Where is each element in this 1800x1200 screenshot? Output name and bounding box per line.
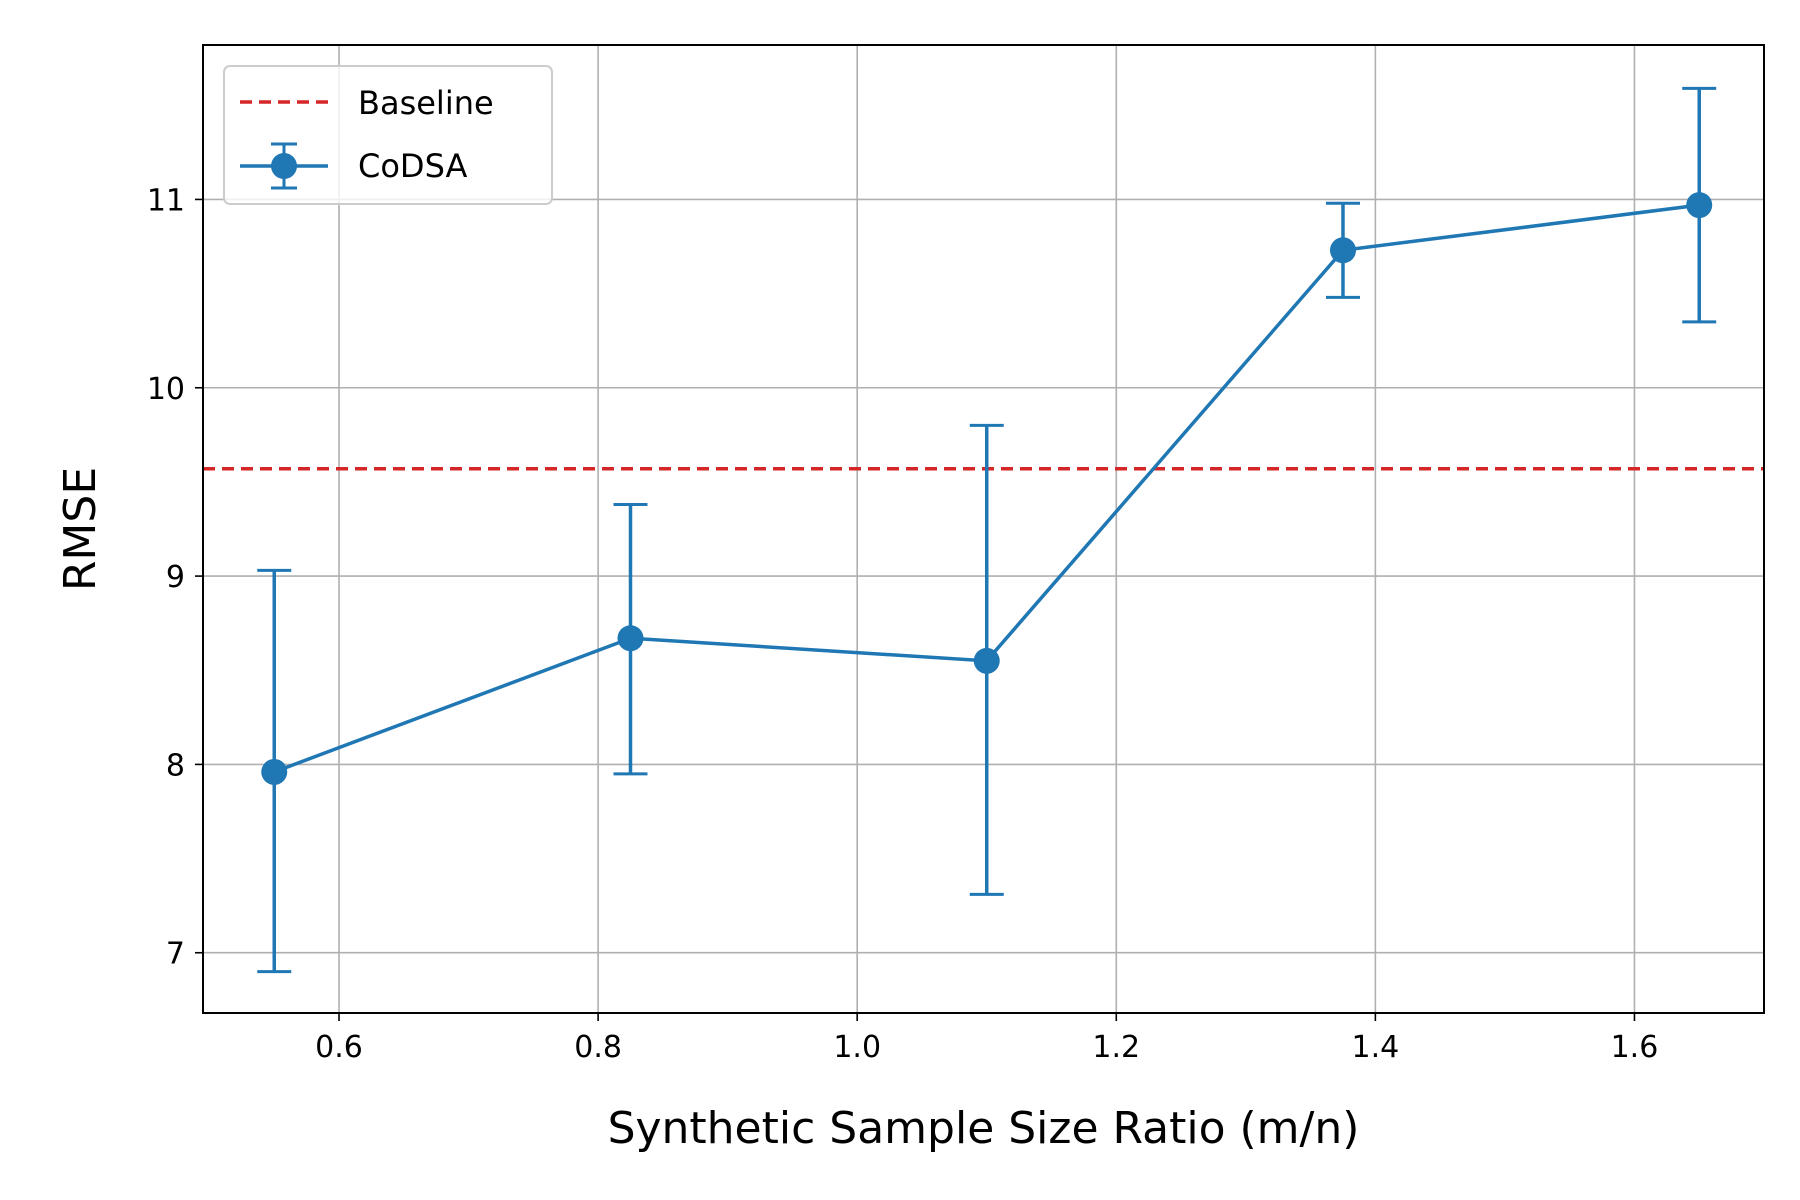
x-tick-label: 0.8	[574, 1030, 622, 1065]
x-tick-label: 1.2	[1092, 1030, 1140, 1065]
x-tick-label: 1.0	[833, 1030, 881, 1065]
plot-frame	[202, 44, 1765, 1014]
x-tick-label: 1.4	[1352, 1030, 1400, 1065]
grid-lines	[203, 45, 1764, 1013]
codsa-point	[1329, 237, 1356, 264]
y-tick-label: 10	[147, 372, 185, 407]
y-tick-label: 9	[166, 560, 185, 595]
legend-codsa-label: CoDSA	[358, 147, 467, 185]
legend-baseline-label: Baseline	[358, 84, 494, 122]
codsa-point	[1686, 192, 1713, 219]
y-axis-label: RMSE	[55, 467, 106, 591]
legend-codsa-swatch	[240, 142, 328, 190]
codsa-series	[257, 86, 1717, 974]
x-axis-label: Synthetic Sample Size Ratio (m/n)	[608, 1103, 1360, 1154]
y-tick-label: 8	[166, 748, 185, 783]
legend-codsa-marker	[271, 153, 297, 179]
codsa-point	[261, 758, 288, 785]
codsa-point	[617, 625, 644, 652]
y-tick-label: 7	[166, 937, 185, 972]
legend: Baseline CoDSA	[223, 65, 553, 205]
axis-ticks: 0.6 0.8 1.0 1.2 1.4 1.6 7 8 9 10 11	[147, 183, 1659, 1065]
y-tick-label: 11	[147, 183, 185, 218]
codsa-point	[973, 647, 1000, 674]
x-tick-label: 1.6	[1611, 1030, 1659, 1065]
x-tick-label: 0.6	[315, 1030, 363, 1065]
